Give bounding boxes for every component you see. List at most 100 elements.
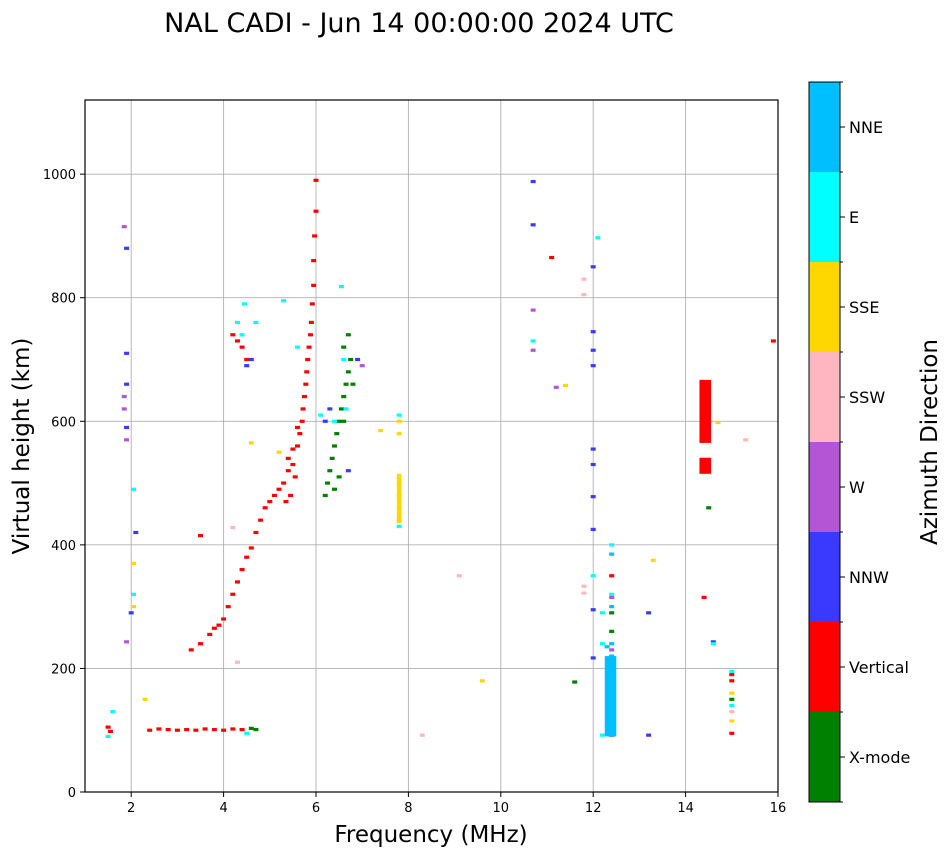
data-point-w <box>359 364 365 368</box>
data-point-sse <box>248 441 254 445</box>
data-point-nnw <box>646 611 652 615</box>
data-point-sse <box>479 679 485 683</box>
data-point-vertical <box>253 530 259 535</box>
data-point-vertical <box>288 493 294 498</box>
data-point-w <box>124 438 130 442</box>
data-point-vertical <box>244 357 250 362</box>
data-point-w <box>530 348 536 352</box>
data-point-sse <box>562 383 568 388</box>
data-point-e <box>595 236 601 240</box>
data-point-x-mode <box>572 680 578 684</box>
data-point-e <box>244 731 250 735</box>
colorbar-frame <box>808 81 841 803</box>
data-point-w <box>124 640 130 644</box>
data-point-x-mode <box>248 726 254 730</box>
data-point-e <box>609 592 615 596</box>
data-point-x-mode <box>334 432 340 436</box>
colorbar-tick-label: Vertical <box>849 658 909 677</box>
data-point-w <box>530 308 536 312</box>
x-tick-label: 10 <box>493 801 510 816</box>
data-point-vertical <box>184 727 190 732</box>
data-point-sse <box>396 432 402 436</box>
colorbar-tick-label: NNE <box>849 118 883 137</box>
data-point-x-mode <box>345 370 351 374</box>
data-point-vertical <box>107 729 113 734</box>
data-point-vertical <box>770 339 776 343</box>
data-point-x-mode <box>253 727 259 732</box>
data-point-nnw <box>590 527 596 532</box>
data-point-vertical <box>313 209 319 213</box>
data-point-vertical <box>258 518 264 522</box>
grid-lines <box>85 100 779 793</box>
data-point-nnw <box>590 348 596 352</box>
x-tick-label: 12 <box>585 801 602 816</box>
data-point-vertical <box>239 567 245 572</box>
data-point-vertical <box>290 447 296 451</box>
data-point-vertical <box>307 333 313 337</box>
data-point-x-mode <box>341 419 347 423</box>
data-block-nne <box>604 656 617 737</box>
data-point-sse <box>729 719 735 723</box>
data-point-nnw <box>590 330 596 334</box>
data-point-nnw <box>710 640 716 644</box>
plot-frame <box>84 99 779 793</box>
data-point-vertical <box>147 728 153 732</box>
data-point-sse <box>131 605 137 609</box>
data-point-x-mode <box>329 456 335 460</box>
data-point-nnw <box>590 447 596 451</box>
data-point-sse <box>650 558 656 562</box>
data-point-nnw <box>590 608 596 612</box>
data-point-e <box>239 333 245 337</box>
data-point-nnw <box>244 364 250 368</box>
data-point-nnw <box>128 611 134 615</box>
y-tick-label: 600 <box>51 415 76 430</box>
colorbar-tick-label: E <box>849 208 859 227</box>
data-point-nne <box>609 642 615 646</box>
data-point-x-mode <box>609 629 615 633</box>
x-tick-label: 2 <box>127 801 135 816</box>
data-point-vertical <box>609 574 615 578</box>
data-point-vertical <box>729 679 735 683</box>
data-point-nnw <box>590 364 596 368</box>
data-point-vertical <box>311 283 317 287</box>
data-point-e <box>729 669 735 674</box>
data-point-vertical <box>729 673 735 677</box>
data-point-nnw <box>124 246 130 250</box>
y-tick-label: 400 <box>51 539 76 554</box>
data-point-vertical <box>239 727 245 732</box>
data-point-e <box>599 642 605 646</box>
data-point-x-mode <box>341 394 347 399</box>
data-block-sse <box>396 473 402 524</box>
colorbar-swatch-ssw <box>809 352 840 442</box>
colorbar-swatch-vertical <box>809 622 840 712</box>
data-point-vertical <box>221 617 227 621</box>
data-point-vertical <box>230 592 236 596</box>
colorbar-tick-label: W <box>849 478 865 497</box>
data-point-e <box>131 487 137 491</box>
data-point-vertical <box>285 456 291 460</box>
colorbar-swatch-w <box>809 442 840 532</box>
y-tick-label: 1000 <box>43 168 76 183</box>
data-point-x-mode <box>336 419 342 423</box>
colorbar-label: Azimuth Direction <box>917 339 943 545</box>
data-point-nne <box>609 552 615 556</box>
data-points <box>105 178 776 738</box>
data-point-e <box>338 284 344 289</box>
data-point-e <box>253 320 259 325</box>
data-point-vertical <box>234 580 240 584</box>
data-point-x-mode <box>327 469 333 473</box>
data-point-e <box>105 734 111 738</box>
data-point-vertical <box>267 500 273 504</box>
data-point-vertical <box>105 725 111 729</box>
data-point-nnw <box>355 357 361 362</box>
data-point-nnw <box>124 425 130 430</box>
data-point-vertical <box>244 555 250 559</box>
data-point-e <box>710 642 716 646</box>
chart-title: NAL CADI - Jun 14 00:00:00 2024 UTC <box>164 8 674 39</box>
data-point-sse <box>276 450 282 454</box>
data-point-vertical <box>198 642 203 646</box>
data-point-vertical <box>234 339 240 343</box>
x-tick-label: 4 <box>219 801 227 816</box>
data-point-vertical <box>299 419 305 423</box>
